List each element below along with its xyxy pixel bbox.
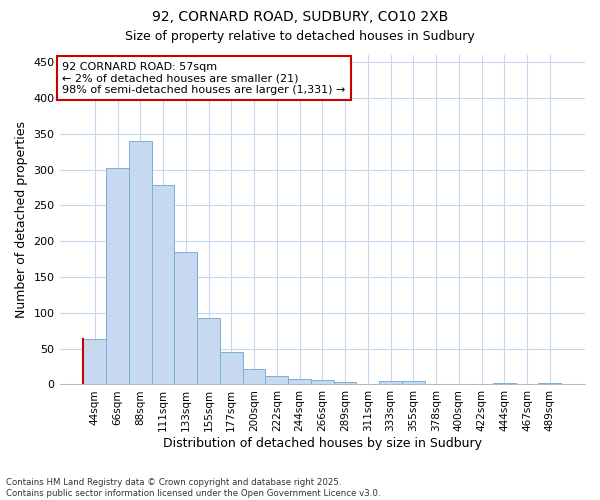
- Bar: [402, 381, 425, 384]
- Bar: [379, 381, 402, 384]
- Bar: [152, 186, 175, 384]
- Bar: [197, 318, 220, 384]
- Text: 92 CORNARD ROAD: 57sqm
← 2% of detached houses are smaller (21)
98% of semi-deta: 92 CORNARD ROAD: 57sqm ← 2% of detached …: [62, 62, 346, 95]
- Bar: [220, 352, 242, 384]
- Text: 92, CORNARD ROAD, SUDBURY, CO10 2XB: 92, CORNARD ROAD, SUDBURY, CO10 2XB: [152, 10, 448, 24]
- Bar: [175, 252, 197, 384]
- Bar: [265, 376, 288, 384]
- Y-axis label: Number of detached properties: Number of detached properties: [15, 121, 28, 318]
- Bar: [83, 340, 106, 384]
- Bar: [106, 168, 129, 384]
- Text: Contains HM Land Registry data © Crown copyright and database right 2025.
Contai: Contains HM Land Registry data © Crown c…: [6, 478, 380, 498]
- Bar: [288, 378, 311, 384]
- Bar: [334, 382, 356, 384]
- Bar: [242, 368, 265, 384]
- Bar: [493, 383, 515, 384]
- Bar: [129, 141, 152, 384]
- X-axis label: Distribution of detached houses by size in Sudbury: Distribution of detached houses by size …: [163, 437, 482, 450]
- Bar: [538, 383, 561, 384]
- Bar: [311, 380, 334, 384]
- Text: Size of property relative to detached houses in Sudbury: Size of property relative to detached ho…: [125, 30, 475, 43]
